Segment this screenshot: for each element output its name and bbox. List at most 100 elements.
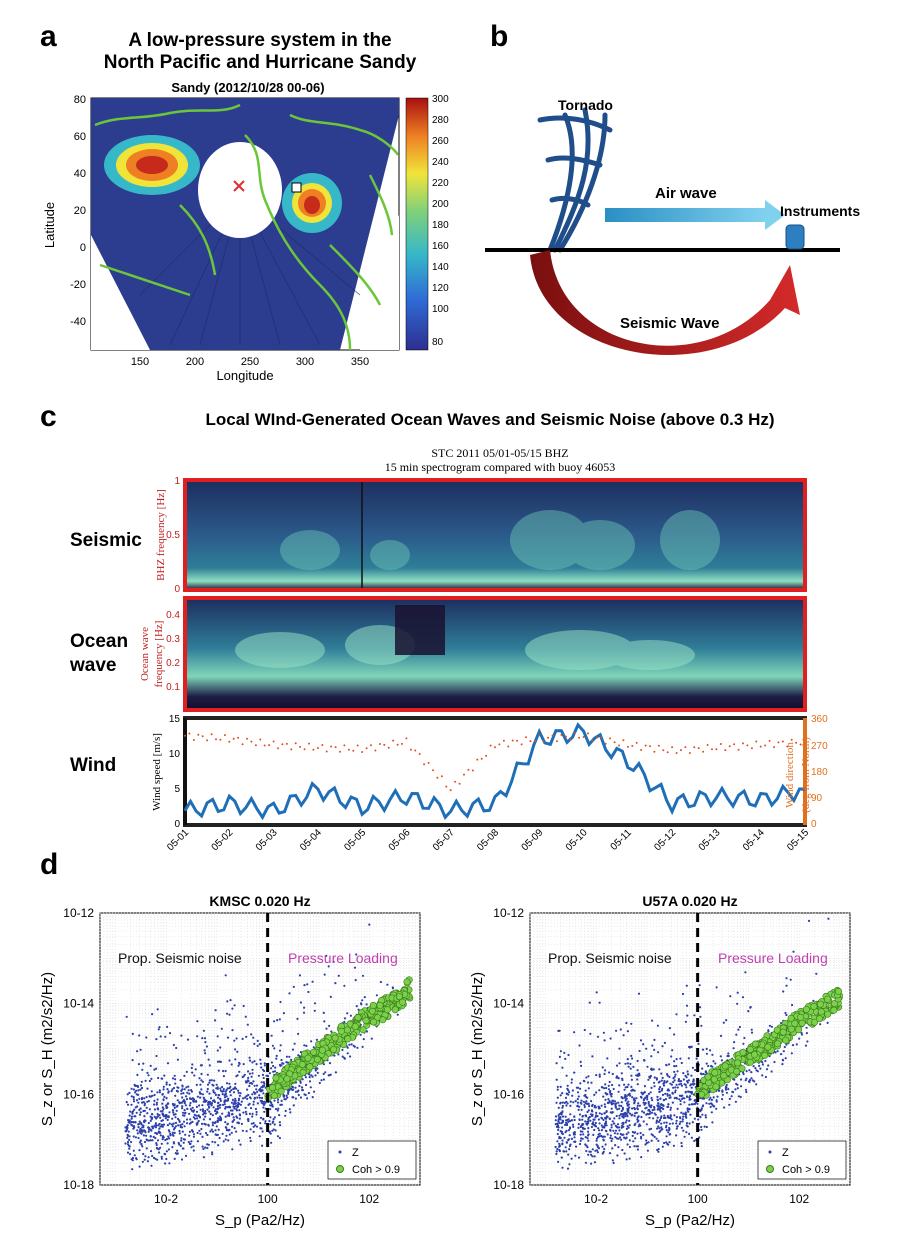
z-point <box>615 1114 618 1118</box>
z-point <box>591 1103 594 1106</box>
z-point <box>655 1119 658 1122</box>
z-point <box>781 1063 784 1066</box>
z-point <box>224 1105 227 1109</box>
z-point <box>612 1161 615 1165</box>
scatter-u57a: Prop. Seismic noise Pressure LoadingU57A … <box>469 893 851 1229</box>
wind-direction-point <box>799 743 802 746</box>
z-point <box>712 1060 715 1063</box>
z-point <box>670 1055 673 1058</box>
z-point <box>679 1120 682 1123</box>
z-point <box>696 1102 699 1105</box>
z-point <box>153 1108 157 1111</box>
z-point <box>557 1106 560 1109</box>
spectrogram-panel: 1 0.5 0 BHZ frequency [Hz] 0.4 0.3 0.2 0… <box>139 476 828 850</box>
z-point <box>128 1091 131 1094</box>
z-point <box>139 1111 142 1114</box>
z-point <box>689 1090 692 1093</box>
z-point <box>573 1133 577 1136</box>
z-point <box>329 995 332 998</box>
z-point <box>201 1145 204 1148</box>
z-point <box>126 1136 129 1139</box>
z-point <box>604 1116 607 1119</box>
z-point <box>568 1148 571 1151</box>
z-point <box>179 1144 182 1147</box>
z-point <box>316 1067 319 1070</box>
z-point <box>251 1072 254 1075</box>
z-point <box>165 1097 168 1100</box>
z-point <box>187 1141 190 1144</box>
z-point <box>199 1092 202 1095</box>
z-point <box>218 1060 221 1063</box>
wind-direction-point <box>786 745 789 748</box>
coh-point <box>698 1091 706 1099</box>
z-point <box>675 1097 679 1100</box>
z-point <box>157 1148 160 1151</box>
z-point <box>214 1009 217 1012</box>
z-point <box>709 1096 712 1099</box>
z-point <box>685 1131 688 1134</box>
z-point <box>748 1069 751 1072</box>
z-point <box>586 1110 589 1114</box>
z-point <box>262 1076 265 1080</box>
pressure-map: 80 60 40 20 0 -20 -40 150 200 250 300 35… <box>42 95 449 383</box>
z-point <box>248 1096 252 1099</box>
air-wave-arrowhead <box>765 200 785 230</box>
z-point <box>167 1102 170 1105</box>
z-point <box>591 1110 594 1113</box>
z-point <box>590 1125 593 1129</box>
z-point <box>200 1072 203 1076</box>
z-point <box>334 982 337 985</box>
z-point <box>587 1075 590 1078</box>
z-point <box>254 1107 257 1111</box>
z-point <box>695 1057 698 1060</box>
z-point <box>247 1093 250 1097</box>
z-point <box>161 1112 164 1115</box>
wind-direction-point <box>516 739 519 742</box>
z-point <box>202 1096 205 1099</box>
z-point <box>217 1102 220 1105</box>
z-point <box>311 980 314 983</box>
z-point <box>583 1105 586 1108</box>
z-point <box>690 1092 693 1095</box>
z-point <box>288 1055 291 1058</box>
wind-direction-point <box>427 761 430 764</box>
z-point <box>741 996 745 999</box>
z-point <box>332 960 335 963</box>
z-point <box>679 1103 682 1106</box>
z-point <box>211 1124 214 1127</box>
z-point <box>251 1112 254 1115</box>
z-point <box>256 1096 259 1099</box>
z-point <box>673 1079 676 1082</box>
z-point <box>619 1028 622 1031</box>
wind-direction-point <box>352 749 355 752</box>
z-point <box>608 1071 611 1074</box>
z-point <box>190 1146 193 1149</box>
z-point <box>159 1035 162 1038</box>
z-point <box>688 1132 691 1135</box>
coh-point <box>277 1087 285 1095</box>
z-point <box>571 1123 575 1126</box>
z-point <box>214 1109 217 1112</box>
z-point <box>631 1057 634 1060</box>
z-point <box>557 1118 560 1121</box>
wind-direction-point <box>330 745 333 748</box>
date-tick-label: 05-13 <box>697 827 723 850</box>
z-point <box>618 1117 621 1120</box>
z-point <box>621 1124 624 1127</box>
z-point <box>773 1060 776 1064</box>
z-point <box>632 1140 635 1143</box>
z-point <box>166 1142 169 1145</box>
z-point <box>216 1049 219 1052</box>
z-point <box>610 1107 613 1110</box>
z-point <box>143 1097 146 1100</box>
z-point <box>149 1139 152 1142</box>
z-point <box>212 1106 215 1109</box>
z-point <box>568 1163 571 1166</box>
z-point <box>585 1150 588 1153</box>
z-point <box>202 1029 205 1032</box>
z-point <box>278 1121 281 1124</box>
z-point <box>208 1105 211 1108</box>
z-point <box>127 1119 130 1122</box>
cbar-tick: 80 <box>432 337 444 348</box>
z-point <box>614 1124 617 1127</box>
